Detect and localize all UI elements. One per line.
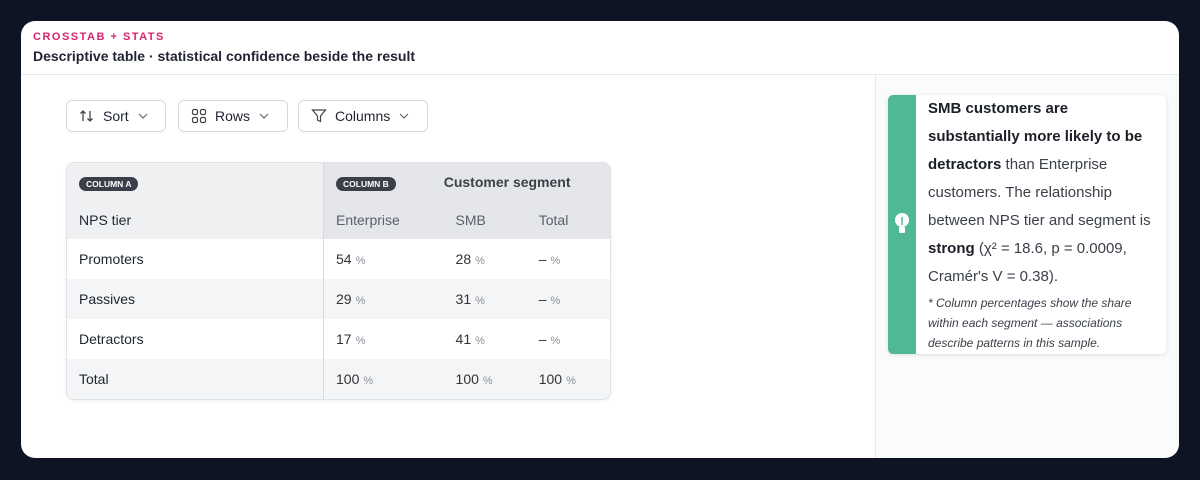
cell-unit: %	[482, 375, 493, 387]
cell-value: 54	[336, 251, 352, 267]
filter-icon	[311, 109, 327, 123]
cell-value: –	[538, 251, 547, 267]
cell-value: 17	[336, 331, 352, 347]
table-cell: –%	[526, 279, 610, 319]
cell-value: 28	[455, 251, 472, 267]
badge: COLUMN B	[336, 176, 396, 191]
cell-value: –	[538, 331, 547, 347]
insight-segment: strong	[928, 240, 975, 257]
rows-icon	[191, 108, 207, 124]
kicker: CROSSTAB + STATS	[33, 31, 165, 43]
table-cell: 29%	[324, 279, 444, 319]
cell-unit: %	[566, 375, 576, 387]
panel-title: Descriptive table · statistical confiden…	[33, 48, 416, 64]
row-label: Total	[67, 359, 324, 399]
cell-value: 100	[538, 371, 563, 387]
table-row: Total 100% 100% 100%	[67, 359, 610, 399]
cell-value: 29	[336, 291, 352, 307]
cell-unit: %	[363, 375, 374, 387]
button-label: Sort	[103, 108, 129, 124]
header-cell: COLUMN A	[67, 163, 324, 201]
insight-segment: than Enterprise customers. The relations…	[928, 156, 1151, 229]
crosstab: COLUMN A COLUMN B Customer segment NPS t…	[66, 162, 611, 400]
cell-value: 100	[455, 371, 479, 387]
table-row: Passives 29% 31% –%	[67, 279, 610, 319]
divider	[21, 74, 1179, 75]
group-header: Customer segment	[443, 173, 571, 190]
sort-button[interactable]: Sort	[66, 100, 166, 132]
insight-segment: (χ² = 18.6, p = 0.0009, Cramér's V = 0.3…	[928, 240, 1127, 285]
insight-accent	[888, 95, 916, 354]
chevron	[259, 113, 269, 119]
cell-value: –	[538, 291, 547, 307]
chevron	[399, 113, 409, 119]
sort-icon	[80, 110, 93, 122]
button-label: Rows	[215, 108, 251, 124]
cell-value: 31	[455, 291, 472, 307]
row-header: NPS tier	[67, 201, 324, 239]
bulb-icon	[895, 213, 909, 233]
table-cell: 41%	[444, 319, 527, 359]
header-cell: COLUMN B Customer segment	[324, 163, 610, 201]
table-cell: 17%	[324, 319, 444, 359]
cell-unit: %	[475, 295, 485, 307]
rows-button[interactable]: Rows	[178, 100, 288, 132]
cell-unit: %	[550, 335, 561, 347]
table-cell: 100%	[526, 359, 610, 399]
cell-unit: %	[550, 295, 561, 307]
columns-button[interactable]: Columns	[298, 100, 428, 132]
cell-unit: %	[475, 255, 485, 267]
cell-unit: %	[550, 255, 561, 267]
table-cell: 54%	[324, 239, 444, 279]
cell-unit: %	[475, 335, 485, 347]
column-header: Enterprise	[324, 201, 444, 239]
row-label: Promoters	[67, 239, 324, 279]
row-label: Passives	[67, 279, 324, 319]
insight-segment: SMB customers are substantially more lik…	[928, 100, 1143, 173]
table-row: Detractors 17% 41% –%	[67, 319, 610, 359]
column-header: Total	[526, 201, 610, 239]
row-label: Detractors	[67, 319, 324, 359]
panel: CROSSTAB + STATS Descriptive table · sta…	[21, 21, 1179, 458]
badge: COLUMN A	[79, 176, 139, 191]
table-row: Promoters 54% 28% –%	[67, 239, 610, 279]
cell-unit: %	[355, 255, 366, 267]
cell-value: 100	[336, 371, 360, 387]
cell-value: 41	[455, 331, 472, 347]
button-label: Columns	[335, 108, 391, 124]
table-cell: 100%	[443, 359, 527, 399]
table-cell: –%	[527, 319, 610, 359]
table-cell: 31%	[443, 279, 527, 319]
insight-footnote: * Column percentages show the share with…	[928, 296, 1132, 350]
table-cell: 28%	[444, 239, 527, 279]
column-header: SMB	[443, 201, 527, 239]
cell-unit: %	[355, 295, 366, 307]
cell-unit: %	[355, 335, 366, 347]
table-cell: 100%	[324, 359, 444, 399]
insight-card: SMB customers are substantially more lik…	[888, 95, 1166, 354]
chevron	[138, 113, 148, 119]
insight-text: SMB customers are substantially more lik…	[928, 95, 1158, 291]
table-cell: –%	[527, 239, 610, 279]
